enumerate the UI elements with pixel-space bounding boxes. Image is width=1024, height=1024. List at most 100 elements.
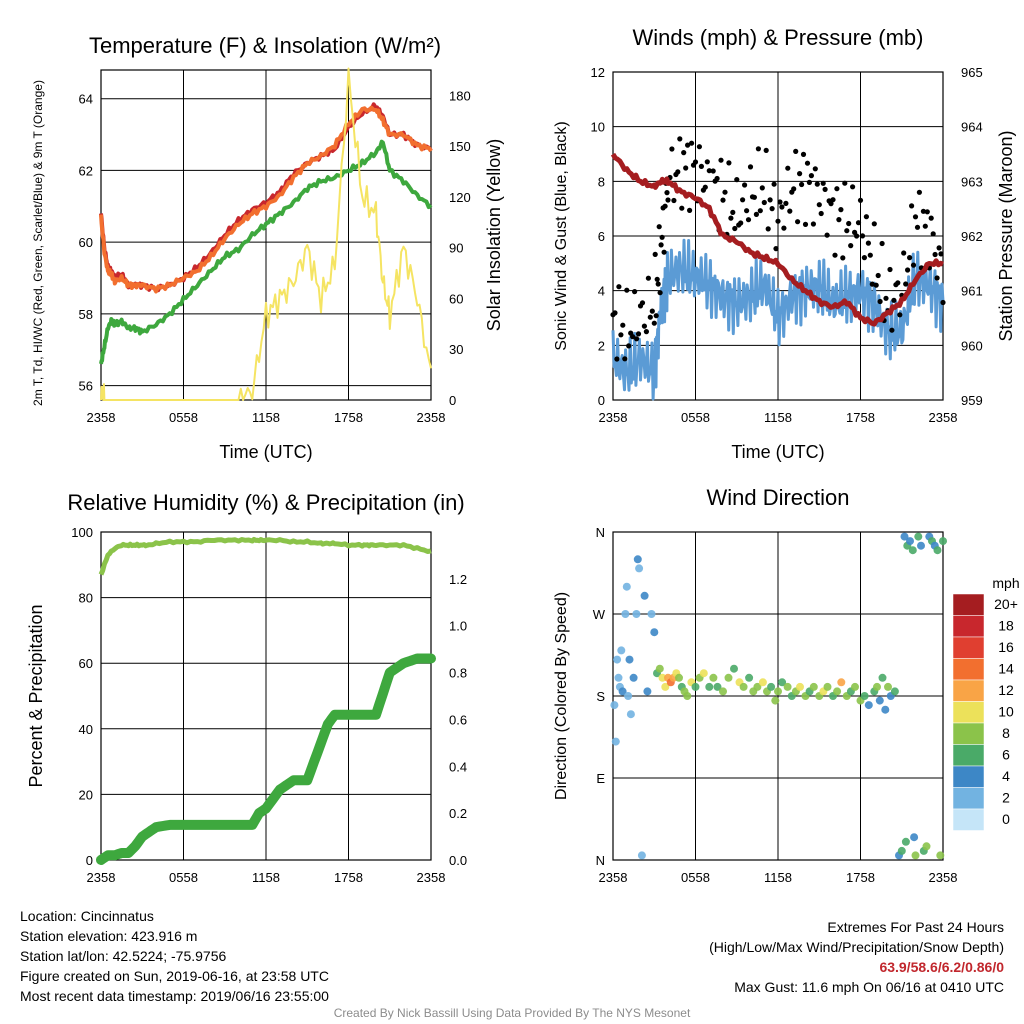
direction-point bbox=[745, 673, 754, 682]
gust-point bbox=[671, 197, 677, 204]
gust-point bbox=[889, 327, 895, 333]
gust-point bbox=[863, 214, 870, 220]
y-tick-label: 58 bbox=[79, 307, 93, 322]
direction-point bbox=[719, 687, 727, 696]
y2-tick-label: 30 bbox=[449, 342, 463, 357]
series-line-wind bbox=[611, 238, 945, 401]
y-tick-label: S bbox=[596, 689, 605, 704]
x-tick-label: 2358 bbox=[87, 410, 116, 425]
direction-point bbox=[647, 610, 656, 618]
x-tick-label: 0558 bbox=[169, 410, 198, 425]
direction-point bbox=[864, 701, 873, 710]
y-axis-label: 2m T, Td, HI/WC (Red, Green, Scarlet/Blu… bbox=[31, 80, 45, 406]
series-line-precip bbox=[96, 653, 436, 865]
gust-point bbox=[669, 146, 675, 152]
gust-point bbox=[661, 249, 667, 255]
direction-point bbox=[900, 532, 909, 541]
x-tick-label: 1758 bbox=[334, 870, 363, 885]
gust-point bbox=[936, 245, 942, 251]
gust-point bbox=[846, 220, 852, 227]
x-tick-label: 2358 bbox=[599, 870, 628, 885]
gust-point bbox=[802, 221, 809, 227]
gust-point bbox=[720, 197, 726, 203]
gust-point bbox=[840, 255, 846, 261]
gust-point bbox=[769, 206, 775, 212]
gust-point bbox=[658, 242, 664, 248]
x-tick-label: 1158 bbox=[764, 410, 792, 425]
x-tick-label: 0558 bbox=[169, 870, 198, 885]
gust-point bbox=[800, 151, 807, 157]
legend-swatch bbox=[952, 787, 985, 810]
gust-point bbox=[940, 299, 946, 306]
gust-point bbox=[822, 186, 828, 192]
y-axis-label: Direction (Colored By Speed) bbox=[553, 592, 570, 800]
chart-title: Temperature (F) & Insolation (W/m²) bbox=[89, 33, 441, 58]
gust-point bbox=[924, 209, 930, 215]
gust-point bbox=[850, 184, 856, 190]
x-tick-label: 2358 bbox=[87, 870, 116, 885]
direction-point bbox=[771, 696, 780, 705]
gust-point bbox=[612, 310, 618, 316]
x-tick-label: 0558 bbox=[681, 410, 710, 425]
y-tick-label: 20 bbox=[79, 787, 93, 802]
gust-point bbox=[781, 225, 787, 231]
gust-point bbox=[812, 166, 818, 172]
direction-point bbox=[618, 687, 627, 696]
gust-point bbox=[765, 226, 771, 232]
gust-point bbox=[914, 224, 921, 230]
y2-tick-label: 0 bbox=[449, 393, 456, 408]
plot-frame bbox=[612, 531, 944, 861]
x-tick-label: 0558 bbox=[681, 870, 710, 885]
y2-tick-label: 0.6 bbox=[449, 712, 467, 727]
gust-point bbox=[683, 165, 689, 171]
extremes-title: Extremes For Past 24 Hours bbox=[827, 919, 1004, 935]
legend-swatch bbox=[952, 658, 985, 681]
direction-point bbox=[914, 532, 923, 541]
gust-point bbox=[785, 165, 791, 171]
direction-point bbox=[675, 673, 683, 682]
gust-point bbox=[626, 343, 632, 349]
legend-title: mph bbox=[992, 575, 1019, 591]
series-line-3 bbox=[100, 67, 432, 401]
x-tick-label: 1158 bbox=[252, 410, 280, 425]
gust-point bbox=[656, 224, 662, 230]
y-tick-label: 6 bbox=[598, 229, 605, 244]
y-tick-label: W bbox=[593, 607, 606, 622]
y2-tick-label: 1.2 bbox=[449, 572, 467, 587]
direction-point bbox=[939, 537, 947, 546]
y-tick-label: 60 bbox=[79, 656, 93, 671]
gust-point bbox=[891, 297, 897, 303]
gust-point bbox=[832, 252, 838, 258]
gust-point bbox=[903, 281, 909, 287]
gust-point bbox=[818, 210, 824, 217]
x-axis-label: Time (UTC) bbox=[731, 442, 824, 462]
gust-point bbox=[861, 255, 868, 261]
gust-point bbox=[922, 223, 928, 229]
direction-point bbox=[637, 851, 646, 860]
direction-point bbox=[906, 537, 914, 546]
direction-point bbox=[890, 687, 899, 696]
direction-point bbox=[897, 846, 906, 855]
gust-point bbox=[641, 323, 648, 329]
direction-point bbox=[626, 710, 635, 719]
series-line-1 bbox=[99, 105, 433, 294]
y2-tick-label: 963 bbox=[961, 174, 983, 189]
direction-point bbox=[917, 541, 925, 550]
direction-point bbox=[655, 664, 664, 673]
y2-axis-label: Solar Insolation (Yellow) bbox=[484, 139, 504, 331]
direction-point bbox=[640, 591, 649, 600]
direction-point bbox=[632, 610, 641, 618]
direction-point bbox=[851, 682, 859, 691]
gust-point bbox=[639, 300, 646, 306]
series-line-pressure bbox=[610, 152, 944, 327]
gust-point bbox=[653, 313, 659, 319]
legend-label: 10 bbox=[998, 704, 1014, 720]
gust-point bbox=[698, 163, 705, 169]
direction-point bbox=[724, 673, 733, 682]
direction-point bbox=[691, 682, 700, 691]
direction-point bbox=[884, 682, 892, 691]
chart-title: Wind Direction bbox=[706, 485, 849, 510]
gust-point bbox=[859, 233, 866, 239]
gust-point bbox=[664, 190, 670, 196]
gust-point bbox=[657, 290, 663, 296]
